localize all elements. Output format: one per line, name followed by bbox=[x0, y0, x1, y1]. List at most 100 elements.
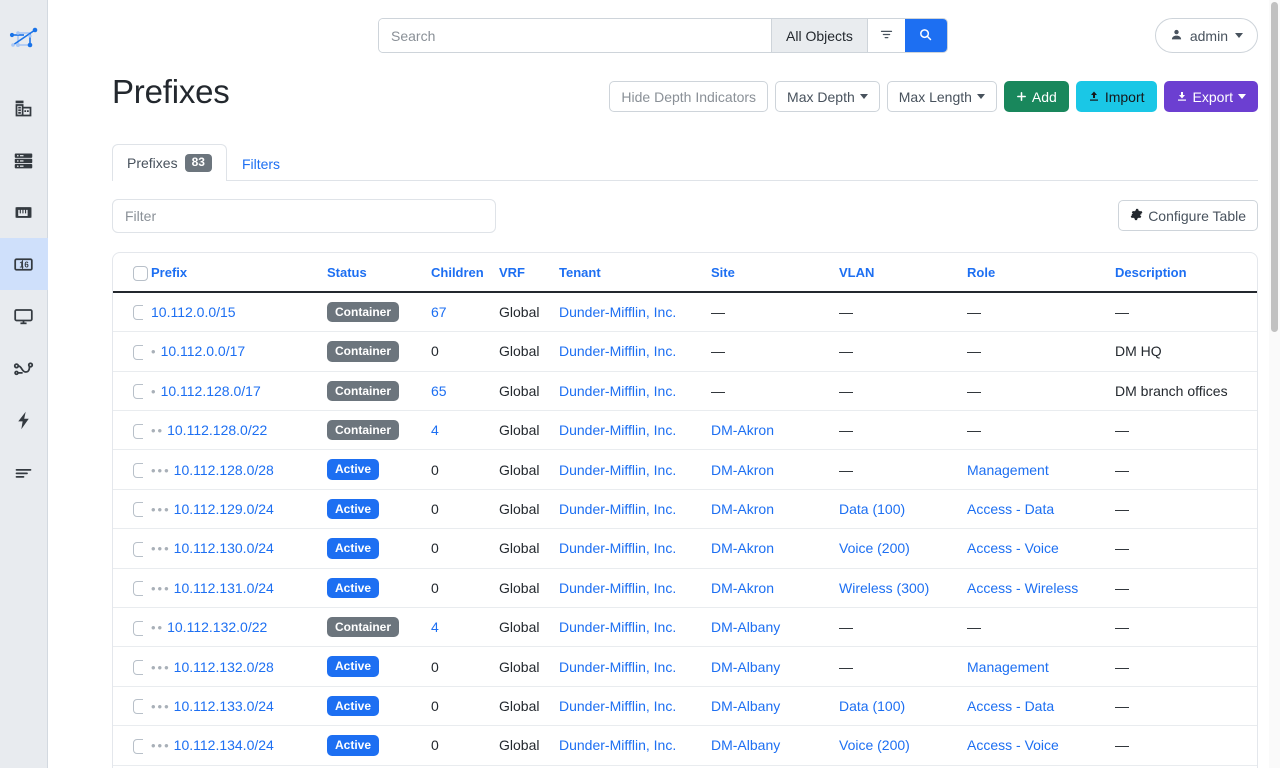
site-link[interactable]: DM-Albany bbox=[711, 737, 781, 754]
prefix-link[interactable]: 10.112.130.0/24 bbox=[173, 540, 274, 557]
netbox-logo[interactable] bbox=[0, 18, 48, 62]
prefix-link[interactable]: 10.112.133.0/24 bbox=[173, 697, 274, 714]
row-checkbox[interactable] bbox=[133, 620, 143, 636]
prefix-link[interactable]: 10.112.0.0/15 bbox=[151, 304, 236, 321]
user-menu[interactable]: admin bbox=[1154, 18, 1258, 53]
prefix-link[interactable]: 10.112.131.0/24 bbox=[173, 579, 274, 596]
tenant-link[interactable]: Dunder-Mifflin, Inc. bbox=[559, 501, 677, 517]
prefix-link[interactable]: 10.112.128.0/22 bbox=[167, 422, 268, 439]
sidebar-item-virtualization[interactable] bbox=[0, 290, 48, 342]
column-header-vrf[interactable]: VRF bbox=[491, 252, 551, 293]
sidebar-item-circuits[interactable] bbox=[0, 342, 48, 394]
depth-indicator: ••• bbox=[151, 659, 171, 675]
cell-tenant: Dunder-Mifflin, Inc. bbox=[551, 607, 703, 648]
prefix-link[interactable]: 10.112.128.0/17 bbox=[160, 382, 261, 399]
column-header-tenant[interactable]: Tenant bbox=[551, 252, 703, 293]
site-link[interactable]: DM-Akron bbox=[711, 579, 775, 596]
prefix-link[interactable]: 10.112.128.0/28 bbox=[173, 461, 274, 478]
tenant-link[interactable]: Dunder-Mifflin, Inc. bbox=[559, 461, 677, 478]
row-checkbox[interactable] bbox=[133, 423, 143, 439]
prefix-link[interactable]: 10.112.129.0/24 bbox=[173, 501, 274, 517]
filter-input[interactable] bbox=[112, 198, 496, 233]
sidebar-item-other[interactable] bbox=[0, 446, 48, 498]
sidebar-item-organization[interactable] bbox=[0, 82, 48, 134]
tenant-link[interactable]: Dunder-Mifflin, Inc. bbox=[559, 737, 677, 754]
prefix-link[interactable]: 10.112.134.0/24 bbox=[173, 737, 274, 754]
tenant-link[interactable]: Dunder-Mifflin, Inc. bbox=[559, 658, 677, 675]
sidebar-item-devices[interactable] bbox=[0, 134, 48, 186]
search-input[interactable] bbox=[379, 19, 771, 52]
row-checkbox[interactable] bbox=[133, 581, 143, 597]
tenant-link[interactable]: Dunder-Mifflin, Inc. bbox=[559, 343, 677, 360]
tenant-link[interactable]: Dunder-Mifflin, Inc. bbox=[559, 540, 677, 557]
vlan-link[interactable]: Wireless (300) bbox=[839, 579, 930, 596]
page-scrollbar[interactable] bbox=[1269, 0, 1280, 768]
site-link[interactable]: DM-Akron bbox=[711, 540, 775, 557]
site-link[interactable]: DM-Albany bbox=[711, 658, 781, 675]
export-dropdown[interactable]: Export bbox=[1163, 81, 1258, 112]
sidebar-item-power[interactable] bbox=[0, 394, 48, 446]
tenant-link[interactable]: Dunder-Mifflin, Inc. bbox=[559, 619, 677, 636]
tenant-link[interactable]: Dunder-Mifflin, Inc. bbox=[559, 579, 677, 596]
tab-filters[interactable]: Filters bbox=[227, 146, 295, 181]
select-all-checkbox[interactable] bbox=[133, 265, 148, 281]
vlan-link[interactable]: Data (100) bbox=[839, 697, 906, 714]
column-header-vlan[interactable]: VLAN bbox=[831, 252, 959, 293]
search-submit-button[interactable] bbox=[904, 19, 947, 52]
prefix-link[interactable]: 10.112.132.0/22 bbox=[167, 619, 268, 636]
row-checkbox[interactable] bbox=[133, 384, 143, 400]
site-link[interactable]: DM-Akron bbox=[711, 501, 775, 517]
vlan-link[interactable]: Voice (200) bbox=[839, 540, 910, 557]
tenant-link[interactable]: Dunder-Mifflin, Inc. bbox=[559, 382, 677, 399]
row-checkbox[interactable] bbox=[133, 699, 143, 715]
cell-children: 0 bbox=[423, 686, 491, 727]
children-count[interactable]: 4 bbox=[431, 422, 439, 439]
column-header-status[interactable]: Status bbox=[319, 252, 423, 293]
sidebar-item-ipam[interactable]: 1 6 bbox=[0, 238, 48, 290]
search-scope-dropdown[interactable]: All Objects bbox=[771, 19, 867, 52]
vlan-link[interactable]: Data (100) bbox=[839, 501, 906, 517]
role-link[interactable]: Management bbox=[967, 658, 1049, 675]
max-depth-dropdown[interactable]: Max Depth bbox=[775, 81, 880, 112]
search-filter-button[interactable] bbox=[866, 19, 905, 52]
role-link[interactable]: Management bbox=[967, 461, 1049, 478]
tenant-link[interactable]: Dunder-Mifflin, Inc. bbox=[559, 422, 677, 439]
row-checkbox[interactable] bbox=[133, 344, 143, 360]
role-link[interactable]: Access - Data bbox=[967, 697, 1055, 714]
configure-table-button[interactable]: Configure Table bbox=[1118, 200, 1258, 232]
column-header-children[interactable]: Children bbox=[423, 252, 491, 293]
children-count[interactable]: 67 bbox=[431, 304, 447, 321]
column-header-site[interactable]: Site bbox=[703, 252, 831, 293]
row-checkbox[interactable] bbox=[133, 541, 143, 557]
children-count[interactable]: 4 bbox=[431, 619, 439, 636]
role-link[interactable]: Access - Wireless bbox=[967, 579, 1079, 596]
row-checkbox[interactable] bbox=[133, 305, 143, 321]
vlan-link[interactable]: Voice (200) bbox=[839, 737, 910, 754]
hide-depth-indicators-button[interactable]: Hide Depth Indicators bbox=[609, 81, 769, 112]
site-link[interactable]: DM-Albany bbox=[711, 697, 781, 714]
children-count[interactable]: 65 bbox=[431, 382, 447, 399]
tenant-link[interactable]: Dunder-Mifflin, Inc. bbox=[559, 697, 677, 714]
site-link[interactable]: DM-Akron bbox=[711, 422, 775, 439]
prefix-link[interactable]: 10.112.132.0/28 bbox=[173, 658, 274, 675]
prefix-link[interactable]: 10.112.0.0/17 bbox=[160, 343, 246, 360]
scrollbar-thumb[interactable] bbox=[1271, 2, 1278, 332]
row-checkbox[interactable] bbox=[133, 502, 143, 518]
role-link[interactable]: Access - Voice bbox=[967, 540, 1059, 557]
row-checkbox[interactable] bbox=[133, 463, 143, 479]
sidebar-item-connections[interactable] bbox=[0, 186, 48, 238]
tab-prefixes[interactable]: Prefixes 83 bbox=[112, 144, 227, 181]
row-checkbox[interactable] bbox=[133, 738, 143, 754]
max-length-dropdown[interactable]: Max Length bbox=[886, 81, 997, 112]
import-button[interactable]: Import bbox=[1075, 81, 1157, 112]
role-link[interactable]: Access - Data bbox=[967, 501, 1055, 517]
column-header-description[interactable]: Description bbox=[1107, 252, 1257, 293]
site-link[interactable]: DM-Albany bbox=[711, 619, 781, 636]
column-header-prefix[interactable]: Prefix bbox=[143, 252, 319, 293]
tenant-link[interactable]: Dunder-Mifflin, Inc. bbox=[559, 304, 677, 321]
site-link[interactable]: DM-Akron bbox=[711, 461, 775, 478]
role-link[interactable]: Access - Voice bbox=[967, 737, 1059, 754]
column-header-role[interactable]: Role bbox=[959, 252, 1107, 293]
add-button[interactable]: Add bbox=[1003, 81, 1069, 112]
row-checkbox[interactable] bbox=[133, 659, 143, 675]
